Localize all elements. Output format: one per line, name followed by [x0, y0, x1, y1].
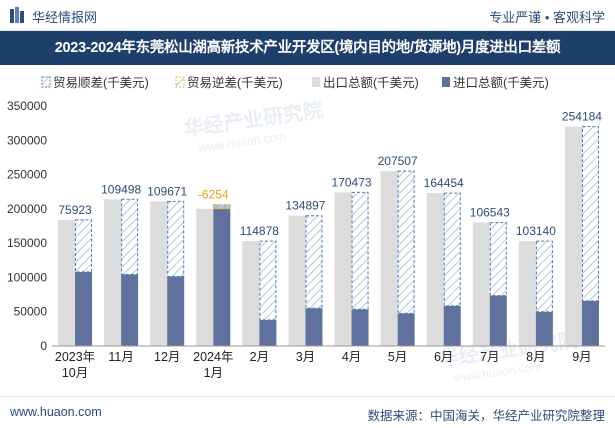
chart-title: 2023-2024年东莞松山湖高新技术产业开发区(境内目的地/货源地)月度进出口… [54, 40, 561, 56]
import-bar [121, 274, 139, 346]
surplus-box [259, 240, 277, 321]
surplus-box [305, 215, 323, 309]
import-bar [75, 271, 93, 346]
legend-export-swatch [312, 77, 320, 87]
legend-deficit-label: 贸易逆差(千美元) [187, 75, 283, 90]
balance-data-label: 170473 [332, 175, 372, 189]
x-tick-label: 2024年 [193, 350, 233, 364]
footer-bar: www.huaon.com 数据来源：中国海关，华经产业研究院整理 [0, 396, 615, 428]
export-bar [426, 193, 444, 346]
x-tick-label: 8月 [526, 350, 545, 364]
export-bar [518, 241, 536, 346]
y-tick-label: 150000 [7, 236, 47, 250]
legend-import-swatch [442, 77, 450, 87]
data-source: 数据来源：中国海关，华经产业研究院整理 [367, 409, 605, 423]
x-tick-label: 1月 [204, 366, 223, 380]
balance-data-label: -6254 [198, 188, 229, 202]
brand-name: 华经情报网 [32, 10, 98, 25]
surplus-box [535, 240, 553, 313]
balance-data-label: 109498 [101, 182, 141, 196]
chart-legend: 贸易顺差(千美元) 贸易逆差(千美元) 出口总额(千美元) 进口总额(千美元) [41, 75, 549, 90]
export-bar [196, 208, 214, 346]
bar-group: 75923 109498 109671 -6254 114878 134897 170473… [58, 110, 602, 346]
top-bar: 华经情报网 专业严谨 • 客观科学 [0, 0, 615, 31]
legend-surplus-swatch [41, 76, 51, 88]
tagline: 专业严谨 • 客观科学 [489, 10, 605, 25]
balance-data-label: 75923 [58, 203, 92, 217]
y-tick-label: 200000 [7, 202, 47, 216]
y-tick-label: 100000 [7, 270, 47, 284]
x-tick-label: 11月 [108, 350, 133, 364]
surplus-box [581, 126, 599, 302]
y-tick-label: 250000 [7, 168, 47, 182]
y-tick-label: 350000 [7, 99, 47, 113]
x-tick-label: 10月 [62, 366, 88, 380]
x-tick-label: 5月 [388, 350, 407, 364]
legend-surplus-label: 贸易顺差(千美元) [53, 76, 149, 90]
import-bar [351, 309, 369, 346]
export-bar [58, 219, 76, 346]
x-tick-label: 2023年 [55, 350, 95, 364]
y-tick-label: 50000 [14, 305, 48, 319]
import-bar [443, 305, 461, 346]
import-bar [581, 300, 599, 346]
legend-export-label: 出口总额(千美元) [323, 76, 419, 90]
import-bar [167, 276, 185, 346]
export-bar [334, 192, 352, 346]
surplus-box [443, 192, 461, 307]
x-tick-label: 3月 [296, 350, 315, 364]
export-bar [564, 126, 582, 346]
x-tick-label: 12月 [154, 350, 180, 364]
import-bar [213, 204, 231, 346]
x-tick-label: 2月 [250, 350, 269, 364]
surplus-box [489, 222, 507, 297]
balance-data-label: 207507 [378, 154, 418, 168]
huajing-logo-icon [10, 7, 24, 23]
legend-deficit-swatch [175, 76, 185, 88]
surplus-box [75, 219, 93, 273]
balance-data-label: 254184 [562, 110, 602, 124]
export-bar [242, 241, 260, 346]
y-axis: 0 50000 100000 150000 200000 250000 300000 3500… [7, 99, 47, 353]
deficit-box [213, 204, 231, 210]
legend-import-label: 进口总额(千美元) [453, 76, 549, 90]
import-bar [489, 295, 507, 346]
website-link[interactable]: www.huaon.com [10, 405, 102, 419]
export-bar [472, 222, 490, 346]
balance-data-label: 103140 [516, 224, 556, 238]
x-axis: 2023年 10月 11月 12月 2024年 1月 2月 3月 4月 5月 6月 7月 8月 9月 [52, 345, 605, 380]
y-tick-label: 300000 [7, 133, 47, 147]
balance-data-label: 114878 [240, 224, 279, 238]
balance-data-label: 164454 [424, 176, 464, 190]
export-bar [104, 199, 122, 346]
x-tick-label: 9月 [572, 350, 591, 364]
export-bar [150, 201, 168, 346]
surplus-box [351, 191, 369, 310]
balance-data-label: 106543 [470, 206, 510, 220]
surplus-box [167, 200, 185, 278]
x-tick-label: 6月 [434, 350, 453, 364]
import-bar [259, 319, 277, 346]
surplus-box [121, 198, 139, 275]
balance-data-label: 134897 [285, 199, 325, 213]
import-bar [305, 308, 323, 346]
balance-chart: 华经产业研究院www.huaon.com华经产业研究院www.huaon.com… [7, 75, 605, 385]
y-tick-label: 0 [40, 339, 47, 353]
surplus-box [397, 170, 415, 314]
export-bar [288, 215, 306, 346]
balance-data-label: 109671 [147, 184, 187, 198]
x-tick-label: 4月 [342, 350, 361, 364]
import-bar [535, 311, 553, 346]
export-bar [380, 171, 398, 346]
import-bar [397, 313, 415, 346]
title-bar: 2023-2024年东莞松山湖高新技术产业开发区(境内目的地/货源地)月度进出口… [0, 31, 615, 65]
x-tick-label: 7月 [480, 350, 499, 364]
